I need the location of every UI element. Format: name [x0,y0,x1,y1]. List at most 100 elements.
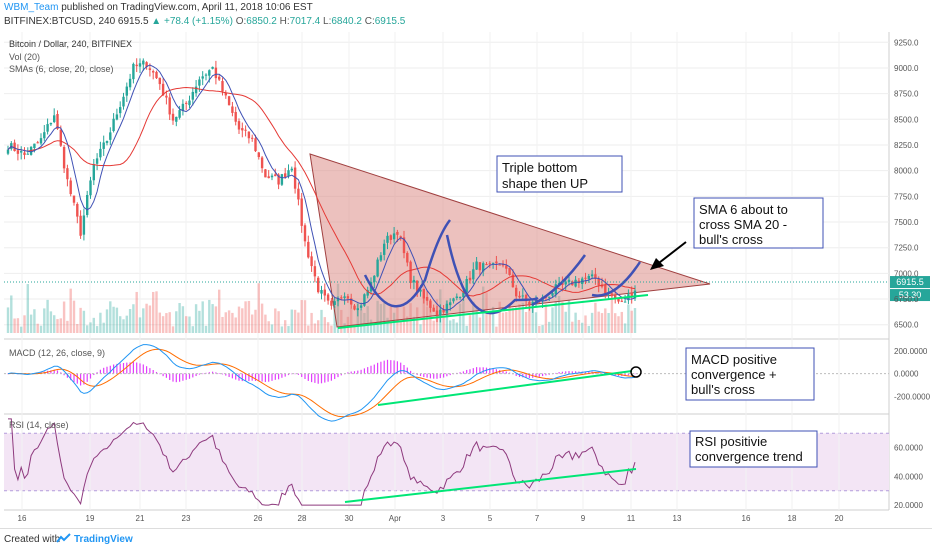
author-link[interactable]: WBM_Team [4,2,59,13]
price-tick-label: 8000.0 [894,167,919,176]
candle-body [43,132,46,139]
candle-body [290,168,293,171]
macd-hist-bar [624,373,626,377]
macd-hist-bar [449,373,451,376]
candle-body [105,141,109,143]
candle-body [326,294,330,301]
macd-hist-bar [83,373,85,385]
macd-hist-bar [155,371,158,374]
macd-hist-bar [99,369,101,374]
close-value: 6915.5 [374,16,406,27]
macd-tick-label: 200.0000 [894,347,928,356]
macd-hist-bar [340,373,342,376]
macd-hist-bar [53,369,55,374]
macd-hist-bar [390,360,392,374]
chart-header: WBM_Team published on TradingView.com, A… [0,0,932,30]
volume-bar [39,325,43,333]
candle-body [379,255,383,261]
candle-body [231,106,234,113]
volume-bar [237,306,241,333]
macd-hist-bar [406,367,408,374]
macd-hist-bar [281,373,283,378]
macd-hist-bar [89,373,92,379]
macd-hist-bar [212,371,214,374]
macd-hist-bar [459,372,461,374]
last-price: 6915.5 [117,16,149,27]
chart-title: Bitcoin / Dollar, 240, BITFINEX [9,39,132,49]
macd-hist-bar [146,366,148,374]
candle-body [330,300,333,306]
last-price-marker [890,276,930,289]
volume-bar [218,289,221,333]
macd-hist-bar [208,372,210,374]
rsi-line [8,418,636,506]
candle-body [482,263,485,272]
volume-bar [528,300,531,333]
volume-bar [122,319,125,333]
candle-body [412,279,416,283]
trading-chart[interactable]: 6915.5 53.30 6500.06750.07000.07250.0750… [0,30,932,528]
volume-bar [399,322,402,333]
volume-bar [99,312,102,333]
macd-hist-bar [116,363,118,374]
macd-hist-bar [132,361,134,374]
tradingview-brand[interactable]: TradingView [74,534,133,545]
candle-body [161,83,165,96]
volume-bar [475,307,478,333]
macd-hist-bar [291,373,293,375]
volume-bar [145,303,148,333]
macd-hist-bar [426,373,428,378]
macd-hist-bar [324,373,326,383]
candle-body [310,256,313,267]
macd-note-line-2: convergence + [691,367,777,382]
volume-bar [138,317,142,333]
candle-body [293,167,297,189]
candle-body [429,300,432,308]
macd-hist-bar [373,364,375,374]
candle-body [274,174,277,177]
candle-body [425,296,429,301]
volume-bar [402,306,406,333]
time-tick-label: 30 [345,514,354,523]
candle-body [495,261,498,264]
candle-body [313,266,317,277]
macd-hist-bar [558,372,560,374]
candle-body [155,71,158,79]
macd-hist-bar [225,373,227,376]
volume-bar [607,313,610,333]
volume-bar [505,312,508,333]
candle-body [175,116,178,122]
rsi-tick-label: 40.0000 [894,472,923,481]
candle-body [287,170,290,177]
volume-bar [171,326,175,333]
candle-body [343,296,346,298]
macd-hist-bar [383,360,385,374]
candle-body [445,303,449,314]
candle-body [221,81,224,92]
candle-body [82,215,86,235]
macd-hist-bar [159,373,161,375]
volume-bar [544,304,548,333]
candle-body [211,66,214,69]
volume-bar [185,316,188,333]
macd-hist-bar [522,373,524,378]
candle-body [458,296,462,298]
candle-body [277,174,280,185]
candle-body [188,100,191,106]
candle-body [92,164,95,181]
volume-bar [468,315,472,333]
candle-body [260,157,264,169]
price-tick-label: 7250.0 [894,244,919,253]
triple-bottom-line-2: shape then UP [502,176,588,191]
volume-bar [264,314,267,333]
candle-body [320,290,323,294]
support-trendline [337,294,649,329]
tradingview-logo-icon [56,533,71,543]
price-tick-label: 8250.0 [894,141,919,150]
volume-bar [333,306,336,333]
macd-hist-bar [264,373,266,382]
candle-body [49,122,53,125]
time-tick-label: 21 [136,514,145,523]
macd-hist-bar [370,365,372,374]
volume-bar [270,324,274,333]
